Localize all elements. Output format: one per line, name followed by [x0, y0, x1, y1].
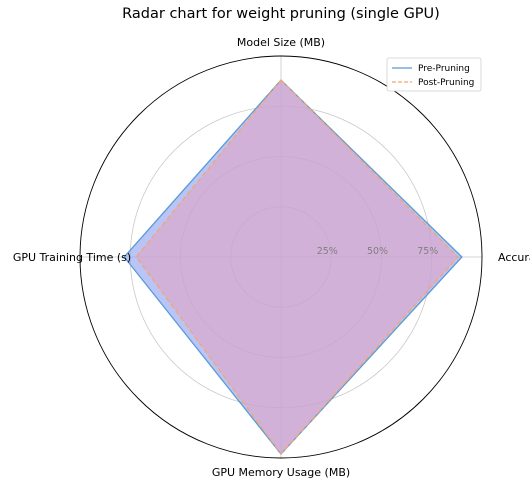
axis-label-4: GPU Training Time (s) — [13, 251, 131, 264]
legend: Pre-Pruning Post-Pruning — [386, 57, 482, 92]
r-tick-label-1: 25% — [317, 246, 338, 257]
axis-label-2: Accuracy — [498, 251, 530, 264]
legend-box — [386, 57, 482, 92]
r-tick-label-2: 50% — [367, 246, 388, 257]
radar-series — [123, 79, 463, 456]
axis-label-1: Model Size (MB) — [237, 36, 325, 49]
series-fill-2 — [136, 80, 458, 454]
radial-ticks: 25% 50% 75% — [317, 246, 439, 257]
axis-label-3: GPU Memory Usage (MB) — [212, 466, 350, 479]
outer-frame — [79, 55, 483, 459]
legend-label-2: Post-Pruning — [418, 78, 474, 88]
legend-label-1: Pre-Pruning — [418, 64, 470, 74]
r-tick-label-3: 75% — [417, 246, 438, 257]
series-line-2 — [135, 79, 459, 456]
axis-labels: Model Size (MB) Accuracy GPU Memory Usage … — [13, 36, 530, 479]
chart-title: Radar chart for weight pruning (single G… — [122, 6, 440, 22]
